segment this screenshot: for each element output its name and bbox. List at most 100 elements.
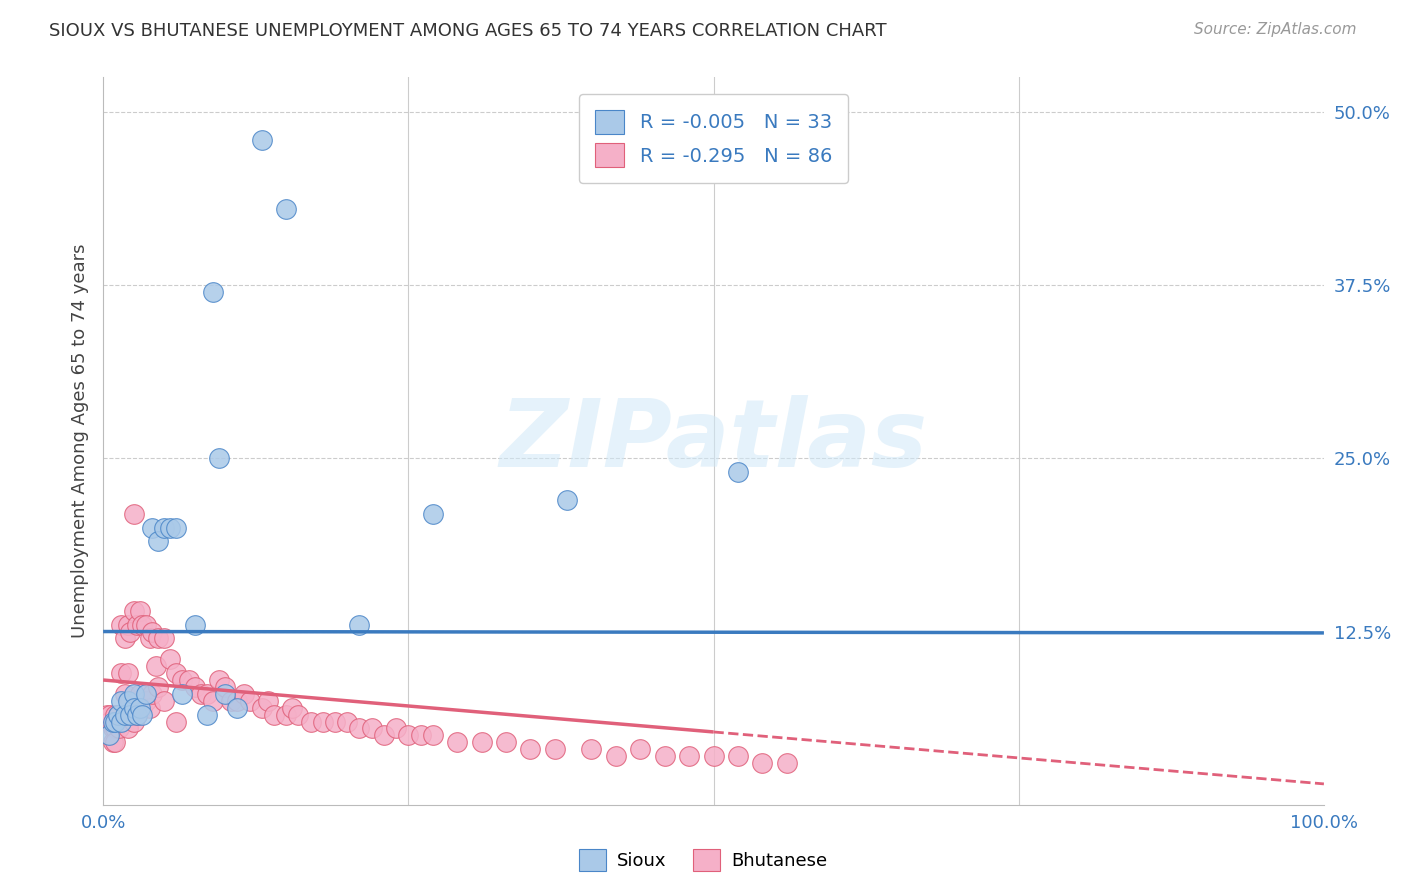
Point bbox=[183, 680, 205, 694]
Point bbox=[276, 707, 298, 722]
Point bbox=[349, 617, 371, 632]
Point bbox=[114, 707, 136, 722]
Point bbox=[555, 492, 578, 507]
Point bbox=[98, 714, 121, 729]
Point bbox=[122, 604, 145, 618]
Point bbox=[101, 722, 124, 736]
Point bbox=[183, 617, 205, 632]
Point bbox=[201, 694, 224, 708]
Point bbox=[422, 728, 444, 742]
Point bbox=[263, 707, 285, 722]
Point bbox=[128, 687, 150, 701]
Point bbox=[165, 714, 187, 729]
Point bbox=[110, 617, 132, 632]
Point bbox=[146, 534, 169, 549]
Point bbox=[110, 694, 132, 708]
Point bbox=[146, 680, 169, 694]
Point bbox=[195, 687, 218, 701]
Point bbox=[131, 700, 153, 714]
Point bbox=[221, 694, 243, 708]
Point bbox=[409, 728, 432, 742]
Point bbox=[153, 694, 176, 708]
Point bbox=[101, 735, 124, 749]
Point bbox=[226, 694, 249, 708]
Point bbox=[257, 694, 280, 708]
Point bbox=[141, 521, 163, 535]
Point bbox=[127, 707, 149, 722]
Point bbox=[727, 465, 749, 479]
Point bbox=[336, 714, 359, 729]
Point bbox=[108, 722, 131, 736]
Point bbox=[101, 714, 124, 729]
Point bbox=[776, 756, 799, 771]
Point bbox=[141, 687, 163, 701]
Point bbox=[172, 687, 194, 701]
Point bbox=[165, 521, 187, 535]
Point bbox=[135, 617, 157, 632]
Point bbox=[201, 285, 224, 300]
Point bbox=[100, 707, 122, 722]
Point bbox=[138, 632, 160, 646]
Point bbox=[114, 632, 136, 646]
Point bbox=[276, 202, 298, 216]
Point bbox=[678, 749, 700, 764]
Point bbox=[114, 687, 136, 701]
Point bbox=[422, 507, 444, 521]
Point bbox=[110, 666, 132, 681]
Point bbox=[727, 749, 749, 764]
Point bbox=[117, 666, 139, 681]
Point bbox=[153, 632, 176, 646]
Point bbox=[385, 722, 408, 736]
Point bbox=[654, 749, 676, 764]
Point bbox=[172, 673, 194, 687]
Point bbox=[131, 707, 153, 722]
Point bbox=[628, 742, 651, 756]
Point bbox=[122, 687, 145, 701]
Point bbox=[190, 687, 212, 701]
Point bbox=[122, 714, 145, 729]
Point bbox=[145, 659, 167, 673]
Legend: Sioux, Bhutanese: Sioux, Bhutanese bbox=[571, 842, 835, 879]
Point bbox=[128, 700, 150, 714]
Point bbox=[312, 714, 335, 729]
Point bbox=[250, 133, 273, 147]
Point bbox=[208, 451, 231, 466]
Legend: R = -0.005   N = 33, R = -0.295   N = 86: R = -0.005 N = 33, R = -0.295 N = 86 bbox=[579, 95, 848, 183]
Point bbox=[250, 700, 273, 714]
Point bbox=[226, 700, 249, 714]
Point bbox=[232, 687, 254, 701]
Text: ZIPatlas: ZIPatlas bbox=[499, 395, 928, 487]
Point bbox=[519, 742, 541, 756]
Point bbox=[299, 714, 322, 729]
Point bbox=[107, 707, 129, 722]
Point bbox=[396, 728, 419, 742]
Point bbox=[349, 722, 371, 736]
Point bbox=[104, 722, 127, 736]
Point bbox=[287, 707, 309, 722]
Point bbox=[117, 694, 139, 708]
Point bbox=[581, 742, 603, 756]
Point bbox=[96, 707, 118, 722]
Point bbox=[177, 673, 200, 687]
Point bbox=[153, 521, 176, 535]
Point bbox=[360, 722, 382, 736]
Point bbox=[146, 632, 169, 646]
Point bbox=[122, 507, 145, 521]
Point bbox=[323, 714, 346, 729]
Point bbox=[122, 700, 145, 714]
Point bbox=[128, 604, 150, 618]
Point bbox=[107, 707, 129, 722]
Point bbox=[141, 624, 163, 639]
Point bbox=[118, 624, 141, 639]
Point bbox=[605, 749, 627, 764]
Point bbox=[104, 707, 127, 722]
Text: SIOUX VS BHUTANESE UNEMPLOYMENT AMONG AGES 65 TO 74 YEARS CORRELATION CHART: SIOUX VS BHUTANESE UNEMPLOYMENT AMONG AG… bbox=[49, 22, 887, 40]
Point bbox=[110, 714, 132, 729]
Point bbox=[495, 735, 517, 749]
Point bbox=[117, 617, 139, 632]
Point bbox=[131, 617, 153, 632]
Point bbox=[98, 728, 121, 742]
Point bbox=[239, 694, 262, 708]
Point bbox=[159, 652, 181, 666]
Point bbox=[446, 735, 468, 749]
